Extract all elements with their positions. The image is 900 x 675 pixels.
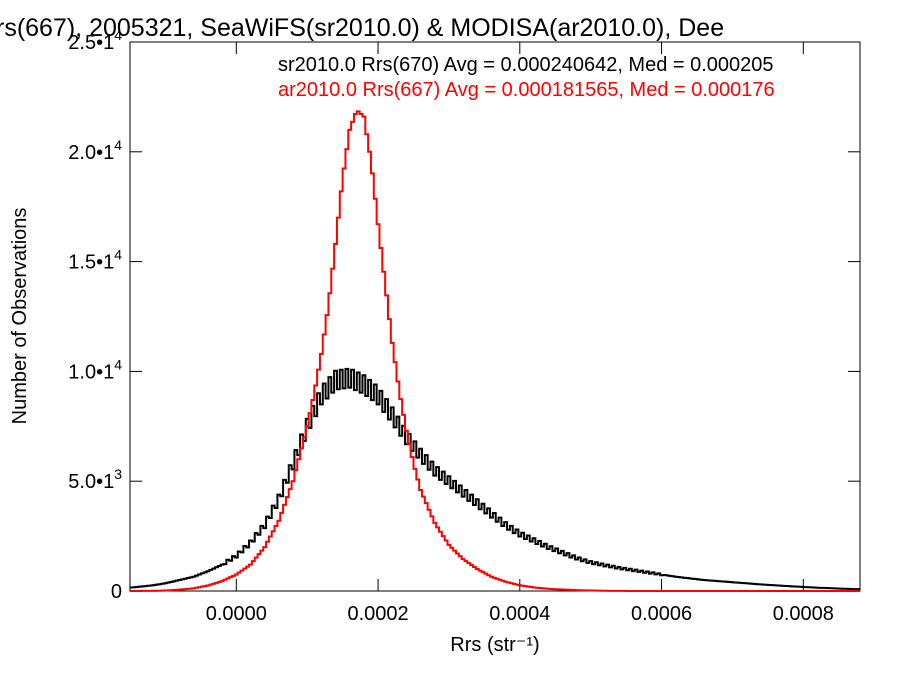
- x-axis-ticks: 0.0000 0.0002 0.0004 0.0006 0.0008: [206, 42, 834, 625]
- x-tick-label: 0.0002: [347, 603, 408, 625]
- y-tick-label: 0: [111, 581, 122, 603]
- plot-frame: [129, 41, 861, 592]
- y-axis-label: Number of Observations: [9, 208, 31, 425]
- legend-annotation-sr2010: sr2010.0 Rrs(670) Avg = 0.000240642, Med…: [278, 54, 774, 76]
- x-tick-label: 0.0008: [773, 603, 834, 625]
- y-tick-label: 2.5•14: [68, 27, 122, 54]
- series-line-ar2010: [130, 110, 860, 592]
- x-tick-label: 0.0004: [489, 603, 550, 625]
- x-tick-label: 0.0000: [206, 603, 267, 625]
- y-tick-label: 5.0•13: [68, 466, 122, 493]
- y-tick-label: 2.0•14: [68, 137, 122, 164]
- series-group: [130, 110, 860, 592]
- x-tick-label: 0.0006: [631, 603, 692, 625]
- y-tick-label: 1.5•14: [68, 247, 122, 274]
- y-axis-ticks: 0 5.0•13 1.0•14 1.5•14 2.0•14 2.5•14: [68, 27, 860, 603]
- y-tick-label: 1.0•14: [68, 356, 122, 383]
- series-line-sr2010: [130, 367, 860, 591]
- chart-title: rs(667), 2005321, SeaWiFS(sr2010.0) & MO…: [0, 14, 724, 42]
- x-axis-label: Rrs (str⁻¹): [450, 634, 539, 656]
- legend-annotation-ar2010: ar2010.0 Rrs(667) Avg = 0.000181565, Med…: [278, 79, 775, 101]
